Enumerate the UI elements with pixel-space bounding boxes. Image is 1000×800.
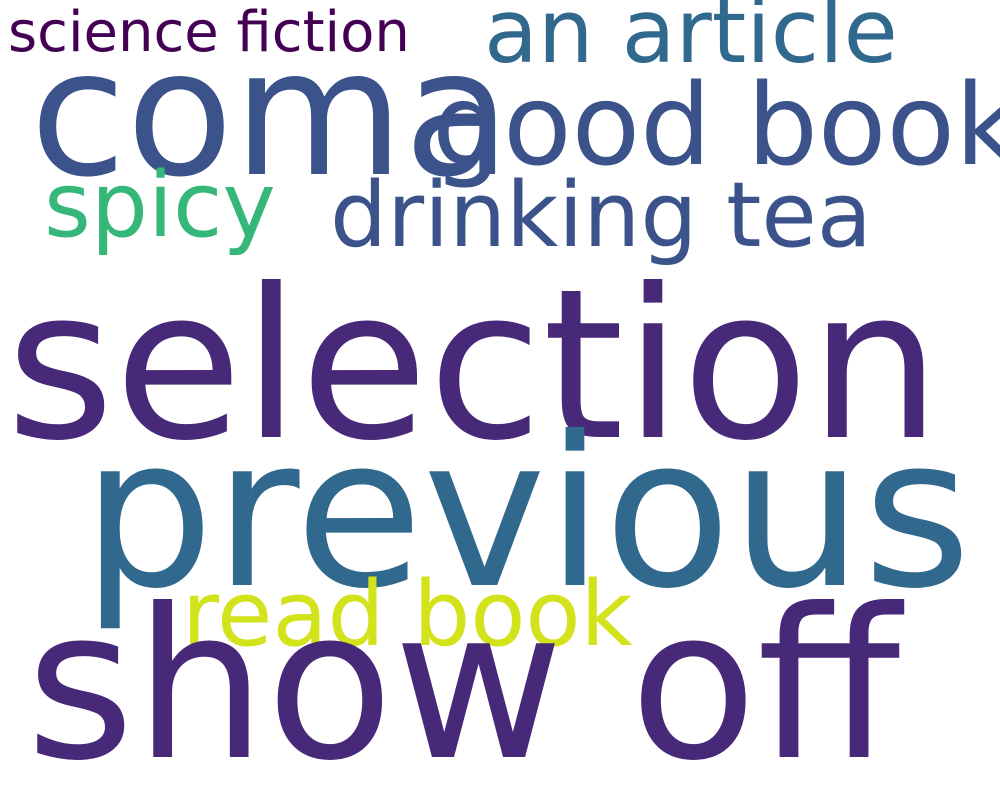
word-coma: coma [30,13,511,216]
word-spicy: spicy [44,153,276,258]
word-read-book: read book [182,562,633,667]
word-previous: previous [82,393,972,635]
word-show-off: show off [26,565,901,800]
word-science-fiction: science fiction [8,0,410,65]
word-drinking-tea: drinking tea [330,163,872,268]
word-selection: selection [6,245,941,487]
word-good-book: good book [432,61,1000,191]
word-an-article: an article [484,0,898,83]
